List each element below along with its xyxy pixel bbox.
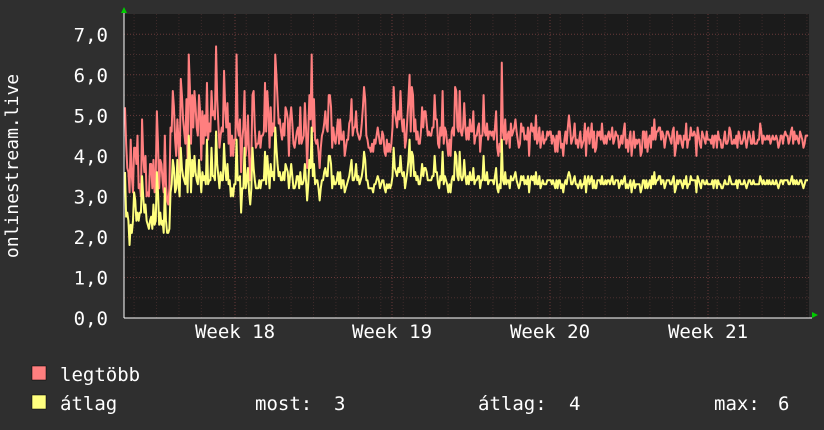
stat-atlag-value: 4: [569, 393, 580, 415]
stat-max-value: 6: [778, 393, 789, 415]
x-axis-arrow-icon: [812, 312, 818, 318]
y-tick-label: 1,0: [74, 267, 108, 289]
y-tick-label: 4,0: [74, 146, 108, 168]
y-axis-title: onlinestream.live: [2, 74, 23, 258]
legend-swatch-legtobb: [31, 365, 47, 381]
y-tick-label: 5,0: [74, 105, 108, 127]
x-tick-label: Week 19: [352, 321, 432, 343]
series-line-atlag: [124, 126, 808, 247]
legend-label-legtobb: legtöbb: [60, 364, 140, 386]
stat-most-label: most:: [255, 393, 312, 415]
y-tick-label: 2,0: [74, 227, 108, 249]
legend-swatch-atlag: [31, 394, 47, 410]
series-line-legtobb: [124, 45, 808, 206]
legend: legtöbb átlag most: 3 átlag: 4 max: 6: [31, 364, 789, 415]
y-tick-label: 6,0: [74, 65, 108, 87]
y-tick-label: 3,0: [74, 186, 108, 208]
stat-atlag-label: átlag:: [478, 393, 547, 415]
y-tick-label: 0,0: [74, 308, 108, 330]
y-tick-label: 7,0: [74, 24, 108, 46]
axes: [121, 7, 818, 319]
x-tick-labels: Week 18 Week 19 Week 20 Week 21: [195, 321, 748, 343]
stat-most-value: 3: [334, 393, 345, 415]
legend-label-atlag: átlag: [60, 393, 117, 415]
y-axis-arrow-icon: [121, 7, 127, 13]
x-tick-label: Week 20: [510, 321, 590, 343]
y-tick-labels: 0,0 1,0 2,0 3,0 4,0 5,0 6,0 7,0: [74, 24, 108, 330]
x-tick-label: Week 18: [195, 321, 275, 343]
stat-max-label: max:: [714, 393, 760, 415]
series-layer: [124, 45, 808, 247]
x-tick-label: Week 21: [668, 321, 748, 343]
